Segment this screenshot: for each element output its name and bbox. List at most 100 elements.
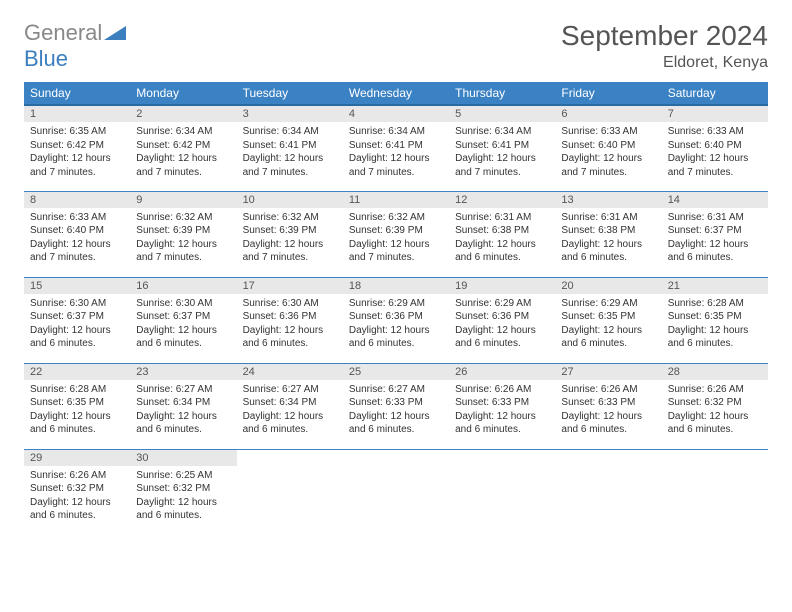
calendar-cell: .. — [449, 449, 555, 535]
calendar-cell: 1Sunrise: 6:35 AMSunset: 6:42 PMDaylight… — [24, 105, 130, 191]
day-details: Sunrise: 6:29 AMSunset: 6:36 PMDaylight:… — [343, 294, 449, 355]
weekday-header: Saturday — [662, 82, 768, 105]
day-details: Sunrise: 6:26 AMSunset: 6:33 PMDaylight:… — [449, 380, 555, 441]
day-number: 29 — [24, 450, 130, 466]
weekday-header-row: SundayMondayTuesdayWednesdayThursdayFrid… — [24, 82, 768, 105]
calendar-row: 15Sunrise: 6:30 AMSunset: 6:37 PMDayligh… — [24, 277, 768, 363]
day-details: Sunrise: 6:31 AMSunset: 6:38 PMDaylight:… — [555, 208, 661, 269]
day-details: Sunrise: 6:26 AMSunset: 6:33 PMDaylight:… — [555, 380, 661, 441]
calendar-cell: .. — [343, 449, 449, 535]
calendar-cell: 30Sunrise: 6:25 AMSunset: 6:32 PMDayligh… — [130, 449, 236, 535]
day-number: 16 — [130, 278, 236, 294]
calendar-cell: .. — [555, 449, 661, 535]
day-details: Sunrise: 6:34 AMSunset: 6:42 PMDaylight:… — [130, 122, 236, 183]
day-details: Sunrise: 6:33 AMSunset: 6:40 PMDaylight:… — [555, 122, 661, 183]
calendar-cell: 8Sunrise: 6:33 AMSunset: 6:40 PMDaylight… — [24, 191, 130, 277]
day-details: Sunrise: 6:27 AMSunset: 6:34 PMDaylight:… — [237, 380, 343, 441]
day-number: 20 — [555, 278, 661, 294]
day-number: 12 — [449, 192, 555, 208]
day-details: Sunrise: 6:25 AMSunset: 6:32 PMDaylight:… — [130, 466, 236, 527]
day-number: 18 — [343, 278, 449, 294]
logo: General Blue — [24, 20, 126, 72]
weekday-header: Sunday — [24, 82, 130, 105]
calendar-cell: 6Sunrise: 6:33 AMSunset: 6:40 PMDaylight… — [555, 105, 661, 191]
calendar-body: 1Sunrise: 6:35 AMSunset: 6:42 PMDaylight… — [24, 105, 768, 535]
day-number: 26 — [449, 364, 555, 380]
day-details: Sunrise: 6:26 AMSunset: 6:32 PMDaylight:… — [662, 380, 768, 441]
calendar-cell: .. — [662, 449, 768, 535]
day-number: 8 — [24, 192, 130, 208]
day-number: 10 — [237, 192, 343, 208]
calendar-row: 8Sunrise: 6:33 AMSunset: 6:40 PMDaylight… — [24, 191, 768, 277]
day-number: 19 — [449, 278, 555, 294]
calendar-cell: 13Sunrise: 6:31 AMSunset: 6:38 PMDayligh… — [555, 191, 661, 277]
day-number: 25 — [343, 364, 449, 380]
day-number: 17 — [237, 278, 343, 294]
day-number: 13 — [555, 192, 661, 208]
calendar-cell: 27Sunrise: 6:26 AMSunset: 6:33 PMDayligh… — [555, 363, 661, 449]
calendar-cell: 3Sunrise: 6:34 AMSunset: 6:41 PMDaylight… — [237, 105, 343, 191]
day-details: Sunrise: 6:34 AMSunset: 6:41 PMDaylight:… — [449, 122, 555, 183]
day-details: Sunrise: 6:32 AMSunset: 6:39 PMDaylight:… — [130, 208, 236, 269]
logo-triangle-icon — [104, 26, 126, 40]
day-number: 11 — [343, 192, 449, 208]
day-number: 4 — [343, 106, 449, 122]
logo-text: General Blue — [24, 20, 126, 72]
calendar-cell: 12Sunrise: 6:31 AMSunset: 6:38 PMDayligh… — [449, 191, 555, 277]
calendar-cell: 28Sunrise: 6:26 AMSunset: 6:32 PMDayligh… — [662, 363, 768, 449]
calendar-cell: 19Sunrise: 6:29 AMSunset: 6:36 PMDayligh… — [449, 277, 555, 363]
weekday-header: Thursday — [449, 82, 555, 105]
day-details: Sunrise: 6:34 AMSunset: 6:41 PMDaylight:… — [343, 122, 449, 183]
day-number: 27 — [555, 364, 661, 380]
day-details: Sunrise: 6:31 AMSunset: 6:38 PMDaylight:… — [449, 208, 555, 269]
calendar-cell: 23Sunrise: 6:27 AMSunset: 6:34 PMDayligh… — [130, 363, 236, 449]
calendar-cell: 26Sunrise: 6:26 AMSunset: 6:33 PMDayligh… — [449, 363, 555, 449]
calendar-cell: 5Sunrise: 6:34 AMSunset: 6:41 PMDaylight… — [449, 105, 555, 191]
day-details: Sunrise: 6:33 AMSunset: 6:40 PMDaylight:… — [24, 208, 130, 269]
calendar-cell: 9Sunrise: 6:32 AMSunset: 6:39 PMDaylight… — [130, 191, 236, 277]
day-details: Sunrise: 6:27 AMSunset: 6:33 PMDaylight:… — [343, 380, 449, 441]
location: Eldoret, Kenya — [561, 54, 768, 72]
day-number: 5 — [449, 106, 555, 122]
day-details: Sunrise: 6:30 AMSunset: 6:37 PMDaylight:… — [130, 294, 236, 355]
month-title: September 2024 — [561, 20, 768, 52]
calendar-cell: 7Sunrise: 6:33 AMSunset: 6:40 PMDaylight… — [662, 105, 768, 191]
day-number: 30 — [130, 450, 236, 466]
day-details: Sunrise: 6:26 AMSunset: 6:32 PMDaylight:… — [24, 466, 130, 527]
calendar-cell: .. — [237, 449, 343, 535]
calendar-cell: 15Sunrise: 6:30 AMSunset: 6:37 PMDayligh… — [24, 277, 130, 363]
day-number: 28 — [662, 364, 768, 380]
day-details: Sunrise: 6:30 AMSunset: 6:37 PMDaylight:… — [24, 294, 130, 355]
day-details: Sunrise: 6:29 AMSunset: 6:35 PMDaylight:… — [555, 294, 661, 355]
day-number: 23 — [130, 364, 236, 380]
day-details: Sunrise: 6:34 AMSunset: 6:41 PMDaylight:… — [237, 122, 343, 183]
calendar-cell: 4Sunrise: 6:34 AMSunset: 6:41 PMDaylight… — [343, 105, 449, 191]
calendar-cell: 11Sunrise: 6:32 AMSunset: 6:39 PMDayligh… — [343, 191, 449, 277]
calendar-cell: 16Sunrise: 6:30 AMSunset: 6:37 PMDayligh… — [130, 277, 236, 363]
day-number: 21 — [662, 278, 768, 294]
day-number: 3 — [237, 106, 343, 122]
day-number: 9 — [130, 192, 236, 208]
weekday-header: Friday — [555, 82, 661, 105]
calendar-table: SundayMondayTuesdayWednesdayThursdayFrid… — [24, 82, 768, 535]
day-details: Sunrise: 6:32 AMSunset: 6:39 PMDaylight:… — [237, 208, 343, 269]
calendar-cell: 21Sunrise: 6:28 AMSunset: 6:35 PMDayligh… — [662, 277, 768, 363]
day-details: Sunrise: 6:27 AMSunset: 6:34 PMDaylight:… — [130, 380, 236, 441]
day-number: 7 — [662, 106, 768, 122]
logo-word1: General — [24, 20, 102, 45]
day-details: Sunrise: 6:28 AMSunset: 6:35 PMDaylight:… — [662, 294, 768, 355]
calendar-cell: 20Sunrise: 6:29 AMSunset: 6:35 PMDayligh… — [555, 277, 661, 363]
day-details: Sunrise: 6:31 AMSunset: 6:37 PMDaylight:… — [662, 208, 768, 269]
calendar-row: 1Sunrise: 6:35 AMSunset: 6:42 PMDaylight… — [24, 105, 768, 191]
day-number: 24 — [237, 364, 343, 380]
calendar-cell: 29Sunrise: 6:26 AMSunset: 6:32 PMDayligh… — [24, 449, 130, 535]
day-details: Sunrise: 6:28 AMSunset: 6:35 PMDaylight:… — [24, 380, 130, 441]
day-details: Sunrise: 6:33 AMSunset: 6:40 PMDaylight:… — [662, 122, 768, 183]
day-number: 22 — [24, 364, 130, 380]
logo-word2: Blue — [24, 46, 68, 71]
title-block: September 2024 Eldoret, Kenya — [561, 20, 768, 72]
day-details: Sunrise: 6:29 AMSunset: 6:36 PMDaylight:… — [449, 294, 555, 355]
calendar-cell: 14Sunrise: 6:31 AMSunset: 6:37 PMDayligh… — [662, 191, 768, 277]
calendar-cell: 24Sunrise: 6:27 AMSunset: 6:34 PMDayligh… — [237, 363, 343, 449]
day-details: Sunrise: 6:30 AMSunset: 6:36 PMDaylight:… — [237, 294, 343, 355]
